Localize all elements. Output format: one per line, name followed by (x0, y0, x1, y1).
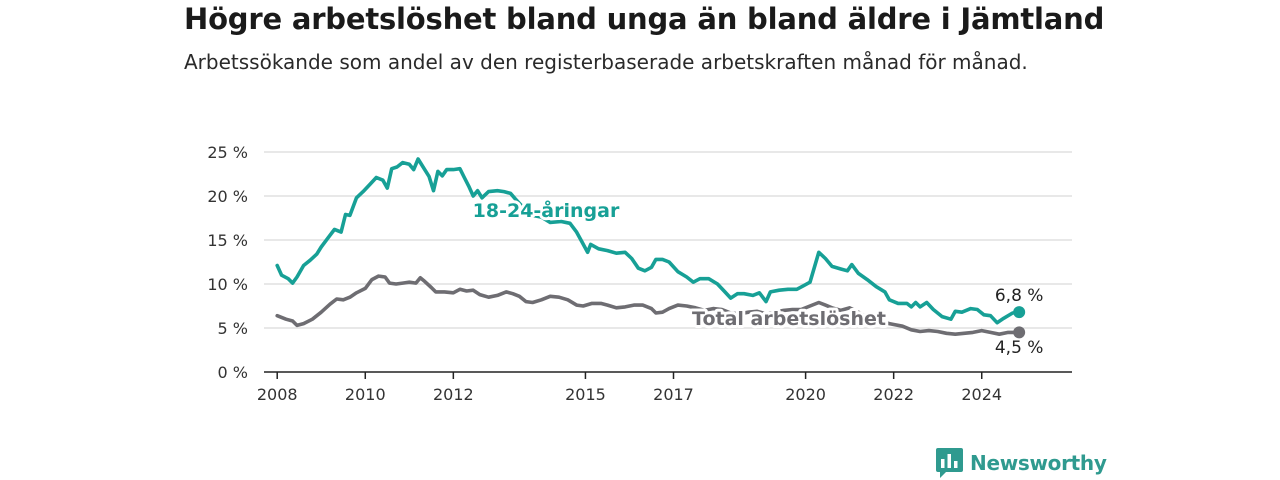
x-tick-label: 2017 (653, 385, 694, 404)
x-tick-label: 2015 (565, 385, 606, 404)
series-line-youth (275, 157, 1021, 325)
labels: 18-24-åringar Total arbetslöshet 6,8 % 4,5 … (470, 195, 1044, 358)
brand-name: Newsworthy (970, 451, 1107, 475)
chart-title: Högre arbetslöshet bland unga än bland ä… (184, 2, 1105, 36)
x-tick-label: 2010 (345, 385, 386, 404)
series-lines (275, 157, 1026, 339)
grid-lines (264, 151, 1072, 329)
series-label-total: Total arbetslöshet (692, 308, 886, 330)
x-tick-label: 2008 (257, 385, 298, 404)
y-tick-label: 5 % (218, 319, 248, 338)
y-tick-label: 0 % (218, 363, 248, 382)
series-label-youth: 18-24-åringar (473, 198, 620, 222)
y-tick-label: 25 % (207, 143, 248, 162)
x-tick-label: 2022 (873, 385, 914, 404)
line-chart: 0 % 5 % 10 % 15 % 20 % 25 % 2008 2010 2012 2015 20… (207, 143, 1072, 404)
axes: 0 % 5 % 10 % 15 % 20 % 25 % 2008 2010 2012 2015 20… (207, 143, 1072, 404)
newsworthy-logo: Newsworthy (936, 448, 1107, 478)
bar-chart-speech-bubble-icon (936, 448, 963, 478)
y-tick-label: 10 % (207, 275, 248, 294)
x-tick-label: 2024 (961, 385, 1002, 404)
end-point-total (1013, 326, 1026, 339)
y-tick-label: 20 % (207, 187, 248, 206)
chart-subtitle: Arbetssökande som andel av den registerb… (184, 50, 1028, 74)
x-tick-label: 2020 (785, 385, 826, 404)
end-point-youth (1013, 306, 1026, 319)
x-tick-label: 2012 (433, 385, 474, 404)
end-label-youth: 6,8 % (995, 286, 1044, 306)
end-label-total: 4,5 % (995, 338, 1044, 358)
y-tick-label: 15 % (207, 231, 248, 250)
series-line-total (275, 274, 1021, 336)
